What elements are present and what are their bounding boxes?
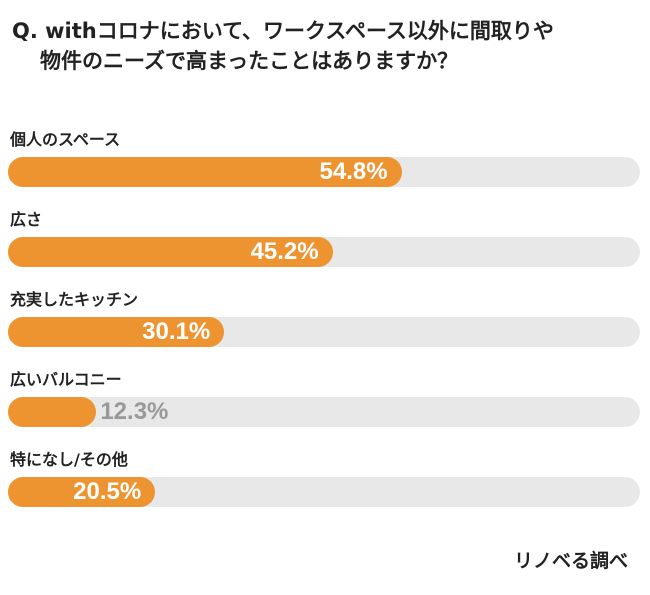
category-label: 特になし/その他 xyxy=(10,450,128,469)
category-label: 広いバルコニー xyxy=(10,370,122,389)
bar xyxy=(8,477,156,507)
bar-track: 12.3% xyxy=(8,397,640,427)
data-label: 54.8% xyxy=(319,158,388,185)
source-note: リノベる調べ xyxy=(513,550,628,572)
category-label: 個人のスペース xyxy=(10,130,121,149)
bar-track: 30.1% xyxy=(8,317,640,347)
chart-title: Q. withコロナにおいて、ワークスペース以外に間取りや 物件のニーズで高まっ… xyxy=(12,16,554,76)
category-label: 充実したキッチン xyxy=(10,290,139,309)
data-label: 12.3% xyxy=(100,398,169,425)
data-label: 30.1% xyxy=(142,318,211,345)
data-label: 20.5% xyxy=(73,478,142,505)
bar-track: 54.8% xyxy=(8,157,640,187)
bar xyxy=(8,317,225,347)
bar-track: 20.5% xyxy=(8,477,640,507)
bar xyxy=(8,397,97,427)
bar xyxy=(8,157,402,187)
title-line-2: 物件のニーズで高まったことはありますか？ xyxy=(40,49,459,73)
bar-track: 45.2% xyxy=(8,237,640,267)
title-line-1: Q. withコロナにおいて、ワークスペース以外に間取りや xyxy=(12,19,554,43)
category-label: 広さ xyxy=(10,210,43,229)
data-label: 45.2% xyxy=(250,238,319,265)
bar xyxy=(8,237,333,267)
